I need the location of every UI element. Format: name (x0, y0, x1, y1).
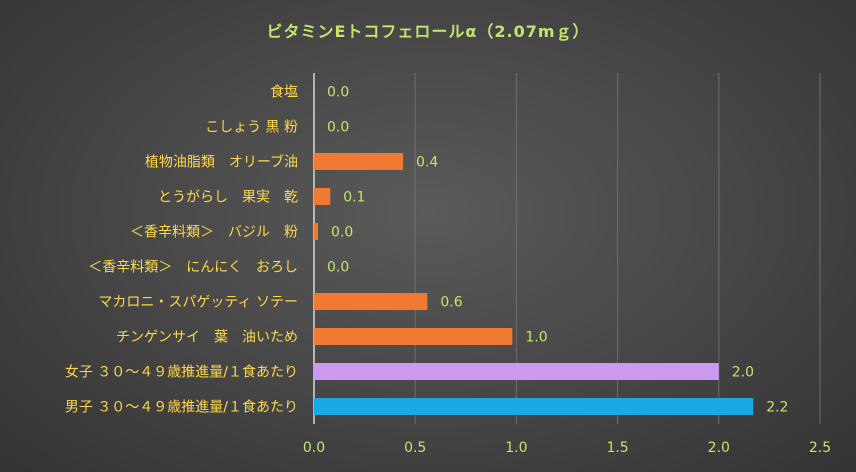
category-label: 食塩 (270, 84, 298, 101)
bar-4 (314, 188, 331, 205)
data-label: 0.0 (327, 260, 349, 276)
bar-3 (314, 153, 404, 170)
labels: 0.0 0.5 1.0 1.5 2.0 2.5 食塩 0.0 こしょう 黒 粉 0.0 植物油脂類 … (65, 84, 831, 457)
category-label: 男子 ３０～４９歳推進量/１食あたり (65, 399, 298, 416)
bars (314, 153, 754, 415)
data-label: 0.0 (327, 85, 349, 101)
data-label: 0.0 (331, 225, 353, 241)
category-label: こしょう 黒 粉 (205, 120, 298, 136)
x-tick-label: 2.0 (708, 440, 730, 456)
category-label: 植物油脂類 オリーブ油 (145, 154, 298, 171)
data-label: 0.6 (440, 295, 462, 311)
data-label: 0.1 (343, 190, 365, 206)
bar-10 (314, 398, 754, 415)
bar-7 (314, 293, 428, 310)
data-label: 2.2 (766, 400, 788, 416)
category-label: とうがらし 果実 乾 (158, 190, 298, 206)
x-tick-label: 0.5 (404, 440, 426, 456)
x-tick-label: 1.5 (606, 440, 628, 456)
bar-5 (314, 223, 319, 240)
category-label: マカロニ・スパゲッティ ソテー (98, 295, 298, 311)
bar-8 (314, 328, 513, 345)
data-label: 0.0 (327, 120, 349, 136)
x-tick-label: 1.0 (505, 440, 527, 456)
data-label: 0.4 (416, 155, 438, 171)
data-label: 1.0 (525, 330, 547, 346)
x-tick-label: 2.5 (809, 440, 831, 456)
x-tick-label: 0.0 (303, 440, 325, 456)
chart-title: ビタミンEトコフェロールα（2.07mｇ） (266, 22, 589, 42)
category-label: 女子 ３０～４９歳推進量/１食あたり (65, 364, 298, 381)
category-label: ＜香辛料類＞ にんにく おろし (88, 260, 298, 276)
category-label: チンゲンサイ 葉 油いため (116, 330, 298, 346)
bar-9 (314, 363, 719, 380)
data-label: 2.0 (732, 365, 754, 381)
category-label: ＜香辛料類＞ バジル 粉 (130, 225, 298, 241)
